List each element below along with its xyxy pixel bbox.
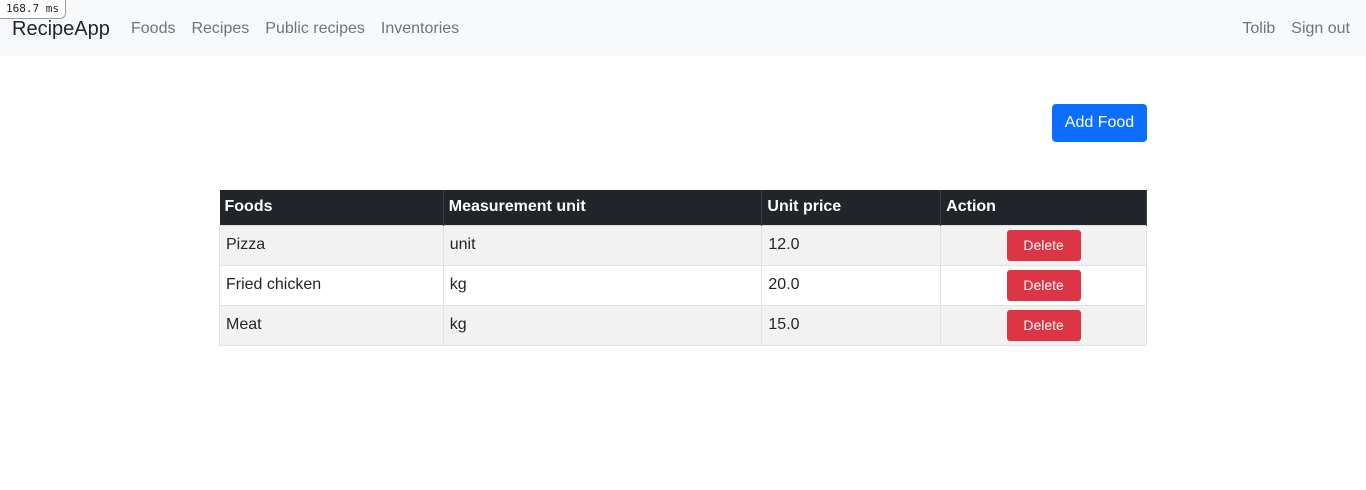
- delete-button[interactable]: Delete: [1006, 309, 1081, 341]
- foods-table: Foods Measurement unit Unit price Action…: [219, 190, 1147, 346]
- food-name-cell: Pizza: [219, 224, 444, 266]
- sign-out-link[interactable]: Sign out: [1291, 20, 1350, 37]
- table-row: Fried chicken kg 20.0 Delete: [219, 264, 1147, 306]
- add-food-button[interactable]: Add Food: [1052, 104, 1147, 142]
- food-name-cell: Meat: [219, 304, 444, 346]
- delete-button[interactable]: Delete: [1006, 229, 1081, 261]
- action-cell: Delete: [940, 264, 1147, 306]
- measurement-unit-cell: kg: [442, 264, 763, 306]
- column-header-action: Action: [940, 190, 1147, 225]
- measurement-unit-cell: kg: [442, 304, 763, 346]
- measurement-unit-cell: unit: [442, 224, 763, 266]
- table-row: Meat kg 15.0 Delete: [219, 304, 1147, 346]
- action-cell: Delete: [940, 224, 1147, 266]
- food-name-cell: Fried chicken: [219, 264, 444, 306]
- nav-link-inventories[interactable]: Inventories: [380, 20, 460, 37]
- column-header-foods: Foods: [219, 190, 444, 225]
- unit-price-cell: 12.0: [761, 224, 942, 266]
- brand-link[interactable]: RecipeApp: [12, 18, 110, 40]
- nav-user-area: Tolib Sign out: [1242, 18, 1350, 40]
- nav-link-recipes[interactable]: Recipes: [191, 20, 250, 37]
- navbar: RecipeApp Foods Recipes Public recipes I…: [0, 0, 1366, 56]
- nav-links: Foods Recipes Public recipes Inventories: [131, 18, 459, 40]
- table-header-row: Foods Measurement unit Unit price Action: [219, 190, 1147, 225]
- user-name-link[interactable]: Tolib: [1242, 20, 1276, 37]
- column-header-unit-price: Unit price: [761, 190, 942, 225]
- nav-link-foods[interactable]: Foods: [131, 20, 176, 37]
- nav-link-public-recipes[interactable]: Public recipes: [265, 20, 365, 37]
- render-time-badge: 168.7 ms: [0, 0, 66, 19]
- unit-price-cell: 20.0: [761, 264, 942, 306]
- unit-price-cell: 15.0: [761, 304, 942, 346]
- action-cell: Delete: [940, 304, 1147, 346]
- column-header-measurement-unit: Measurement unit: [443, 190, 763, 225]
- table-row: Pizza unit 12.0 Delete: [219, 224, 1147, 266]
- delete-button[interactable]: Delete: [1006, 269, 1081, 301]
